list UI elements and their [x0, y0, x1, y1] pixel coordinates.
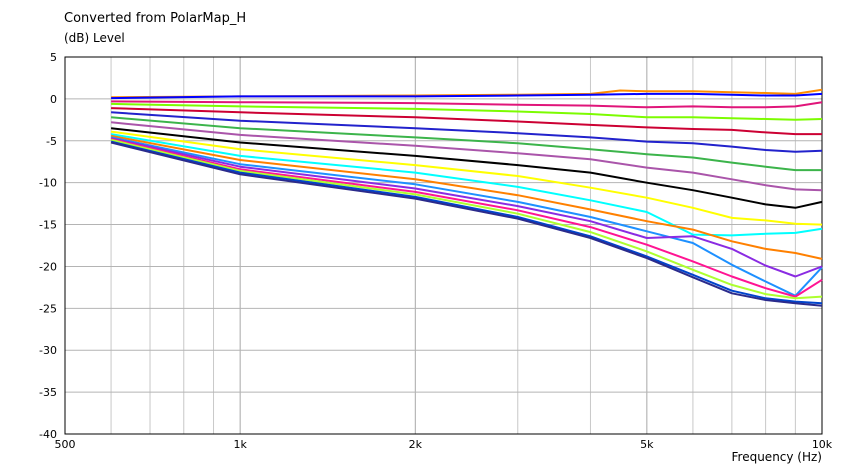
- series-line-16: [110, 138, 823, 300]
- series-line-6: [111, 111, 823, 153]
- x-tick-label: 2k: [409, 438, 423, 451]
- series-line-13: [110, 136, 823, 297]
- x-axis-label: Frequency (Hz): [731, 450, 823, 464]
- y-tick-label: -40: [39, 428, 57, 441]
- plot-background: [65, 57, 822, 434]
- series-line-17: [110, 140, 823, 305]
- plot-frame: [64, 56, 823, 435]
- y-tick-label: -35: [39, 386, 57, 399]
- series-line-15: [110, 138, 823, 298]
- y-axis-label: (dB) Level: [64, 31, 125, 45]
- chart-title: Converted from PolarMap_H: [64, 11, 247, 26]
- series-line-4: [111, 102, 823, 121]
- x-tick-label: 500: [55, 438, 76, 451]
- series-line-11: [110, 133, 823, 237]
- series-line-2: [111, 92, 823, 100]
- y-tick-label: -30: [39, 344, 57, 357]
- x-tick-label: 5k: [640, 438, 654, 451]
- y-tick-label: -5: [46, 135, 57, 148]
- series-line-3: [111, 100, 823, 109]
- x-tick-label: 10k: [812, 438, 833, 451]
- series-line-5: [111, 107, 822, 136]
- series-line-9: [110, 127, 823, 209]
- y-tick-label: 0: [50, 93, 57, 106]
- y-tick-label: -15: [39, 219, 57, 232]
- series-line-8: [111, 121, 823, 192]
- y-tick-label: 5: [50, 51, 57, 64]
- series-line-18: [110, 141, 823, 307]
- series-line-7: [111, 116, 822, 172]
- series-line-10: [110, 130, 823, 226]
- y-tick-label: -10: [39, 177, 57, 190]
- x-tick-label: 1k: [233, 438, 247, 451]
- y-tick-label: -25: [39, 302, 57, 315]
- y-tick-label: -20: [39, 260, 57, 273]
- series-line-14: [110, 137, 823, 278]
- series-line-12: [110, 134, 823, 260]
